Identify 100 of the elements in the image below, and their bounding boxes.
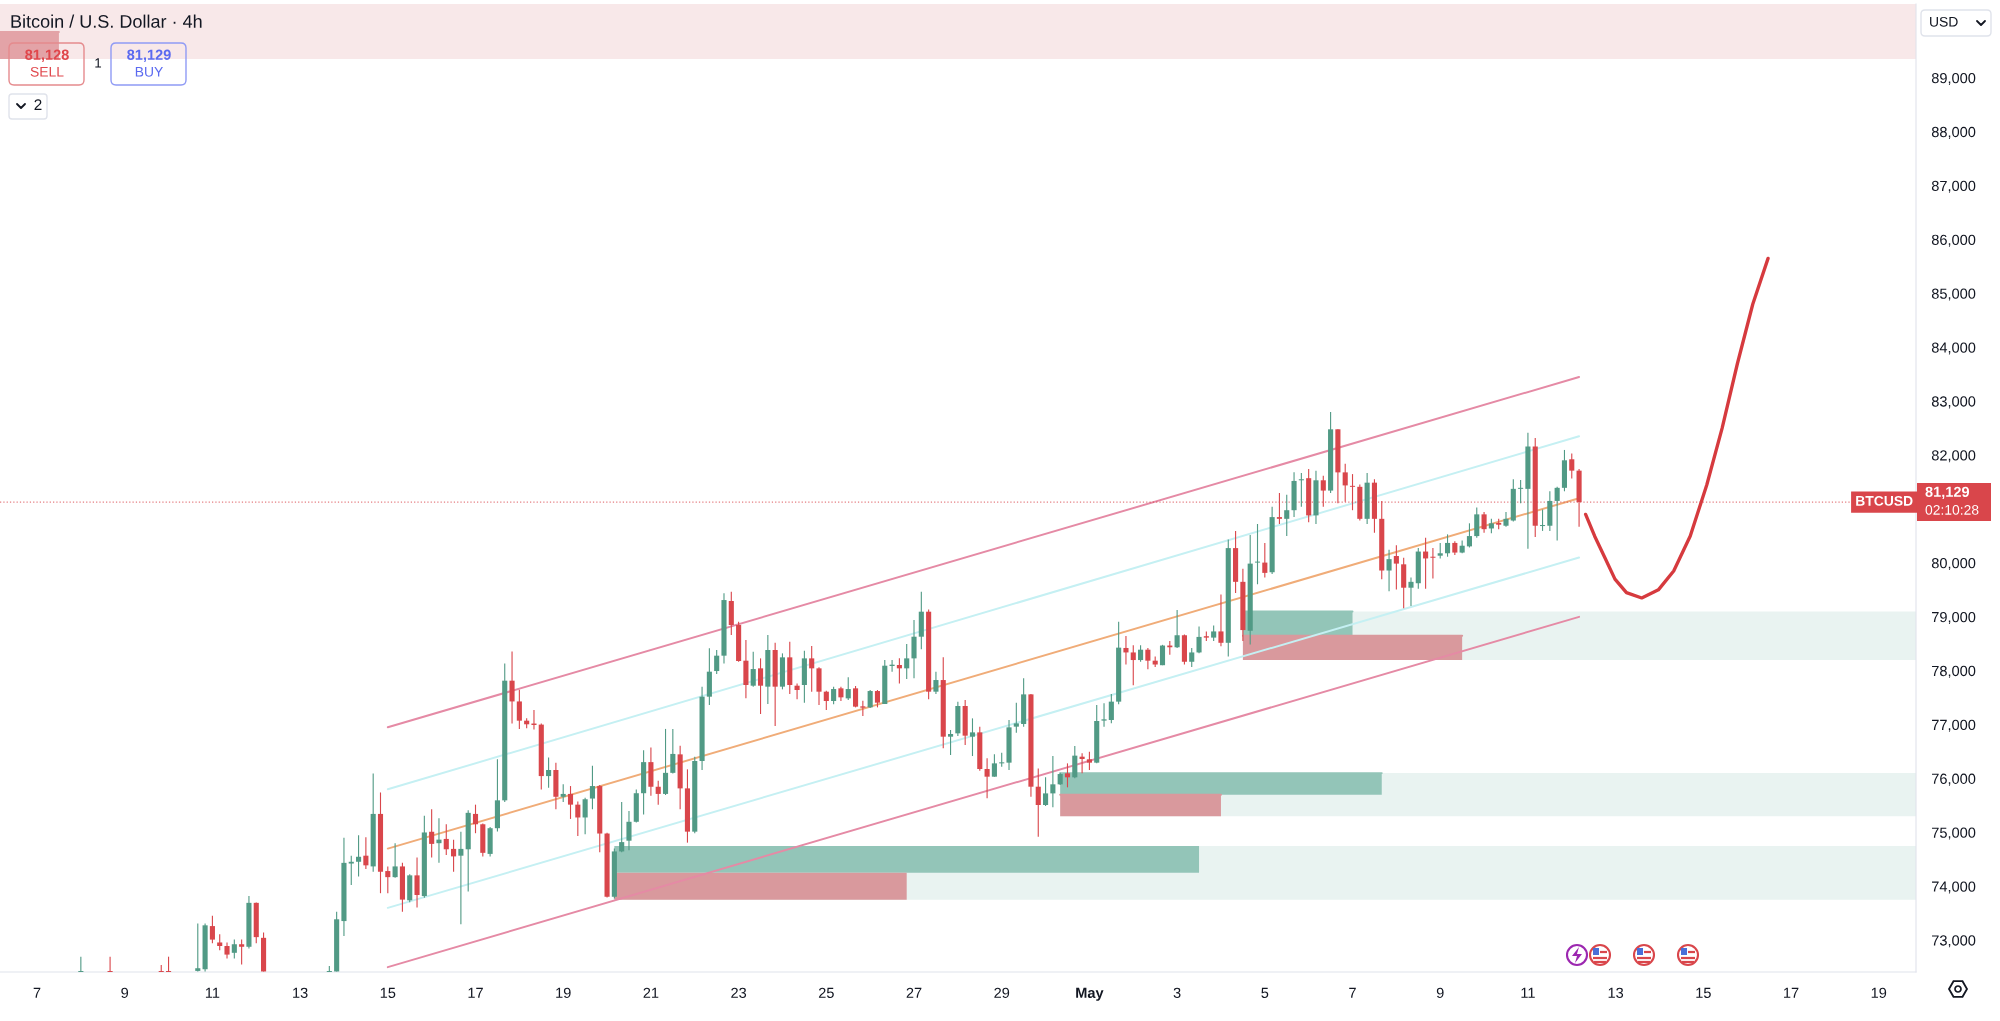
y-tick-label: 79,000 xyxy=(1932,611,1976,624)
candlestick xyxy=(1444,533,1451,558)
candlestick xyxy=(1298,472,1304,508)
candlestick xyxy=(472,804,479,834)
candlestick xyxy=(1108,693,1114,724)
candlestick xyxy=(1196,626,1202,654)
candlestick xyxy=(911,619,917,679)
text: 81,129 xyxy=(1925,486,1970,500)
candlestick xyxy=(867,689,873,709)
candlestick xyxy=(1072,745,1078,779)
y-tick-label: 74,000 xyxy=(1932,881,1976,894)
candlestick xyxy=(670,728,676,775)
candlestick xyxy=(1262,542,1268,578)
y-tick-label: 83,000 xyxy=(1931,396,1976,409)
candlestick xyxy=(451,839,457,873)
candlestick xyxy=(546,756,552,789)
candlestick xyxy=(948,729,954,756)
candlestick xyxy=(1401,557,1407,609)
y-axis-title: USD xyxy=(1930,16,1958,27)
x-tick-label: 9 xyxy=(1436,987,1444,998)
candlestick xyxy=(1035,767,1041,838)
x-tick-label: 23 xyxy=(731,987,747,998)
candlestick xyxy=(436,817,442,864)
candlestick xyxy=(582,797,588,835)
candlestick xyxy=(1284,494,1290,537)
candlestick xyxy=(655,780,661,806)
x-tick-label: 13 xyxy=(1608,987,1624,998)
x-tick-label: 27 xyxy=(906,987,922,998)
x-tick-label: 13 xyxy=(293,987,308,998)
candlestick xyxy=(809,645,815,693)
y-tick-label: 87,000 xyxy=(1931,180,1976,193)
candlestick xyxy=(845,676,851,701)
annotation: BUY xyxy=(135,67,163,77)
candlestick xyxy=(904,643,910,680)
x-tick-label: 5 xyxy=(1261,987,1269,998)
candlestick xyxy=(714,649,720,675)
y-tick-label: 75,000 xyxy=(1932,827,1976,840)
x-tick-label: 21 xyxy=(643,987,659,998)
candlestick xyxy=(1569,452,1575,480)
candlestick xyxy=(626,810,632,851)
candlestick xyxy=(392,842,398,879)
candlestick xyxy=(816,666,822,706)
x-tick-label: 19 xyxy=(556,987,571,998)
candlestick xyxy=(991,753,997,778)
candlestick xyxy=(750,651,756,688)
candlestick xyxy=(385,865,391,894)
annotation: 81,129 xyxy=(127,49,171,63)
y-tick-label: 85,000 xyxy=(1931,288,1976,301)
candlestick xyxy=(619,801,625,853)
candlestick xyxy=(662,728,669,796)
x-tick-label: 9 xyxy=(121,987,129,998)
annotation: SELL xyxy=(30,66,64,77)
ref-line-label: BTCUSD xyxy=(1856,495,1913,506)
candlestick xyxy=(823,690,829,711)
candlestick xyxy=(575,800,581,837)
candlestick xyxy=(757,657,764,715)
x-tick-label: 29 xyxy=(994,987,1010,998)
candlestick xyxy=(1474,506,1480,539)
candlestick xyxy=(1101,702,1107,728)
candlestick xyxy=(1408,576,1414,607)
x-tick-label: 19 xyxy=(1871,987,1887,998)
y-tick-label: 88,000 xyxy=(1931,126,1976,139)
candlestick xyxy=(1386,549,1392,592)
candlestick xyxy=(794,682,800,700)
candlestick xyxy=(1123,635,1129,666)
x-tick-label: May xyxy=(1076,987,1104,1001)
candlestick xyxy=(1554,486,1560,542)
x-tick-label: 17 xyxy=(1784,987,1799,998)
candlestick xyxy=(1050,755,1056,808)
candlestick xyxy=(984,757,990,799)
candlestick xyxy=(860,700,866,717)
y-tick-label: 73,000 xyxy=(1932,935,1976,948)
x-tick-label: 15 xyxy=(1696,987,1711,998)
candlestick xyxy=(1043,776,1049,807)
candlestick xyxy=(1013,702,1019,734)
x-tick-label: 7 xyxy=(1349,987,1356,998)
candlestick xyxy=(1503,511,1509,528)
candlestick xyxy=(348,855,354,886)
candlestick xyxy=(363,836,369,870)
candlestick xyxy=(1189,647,1195,668)
candlestick xyxy=(1539,509,1546,532)
candlestick xyxy=(1145,647,1151,670)
x-tick-label: 17 xyxy=(468,987,483,998)
y-tick-label: 78,000 xyxy=(1932,665,1976,678)
candlestick xyxy=(458,831,464,925)
x-tick-label: 3 xyxy=(1173,987,1181,998)
candlestick xyxy=(516,689,522,730)
candlestick xyxy=(1481,511,1487,534)
annotation: 1 xyxy=(95,58,102,68)
y-tick-label: 77,000 xyxy=(1932,719,1976,732)
candlestick xyxy=(969,717,976,757)
x-tick-label: 15 xyxy=(380,987,396,998)
candlestick xyxy=(1086,751,1092,771)
x-tick-label: 7 xyxy=(33,987,41,998)
x-tick-label: 11 xyxy=(205,987,220,998)
candlestick xyxy=(429,808,435,859)
candlestick xyxy=(443,823,449,856)
annotation: 2 xyxy=(34,99,42,110)
candlestick xyxy=(1518,479,1524,504)
candlestick xyxy=(728,591,734,636)
